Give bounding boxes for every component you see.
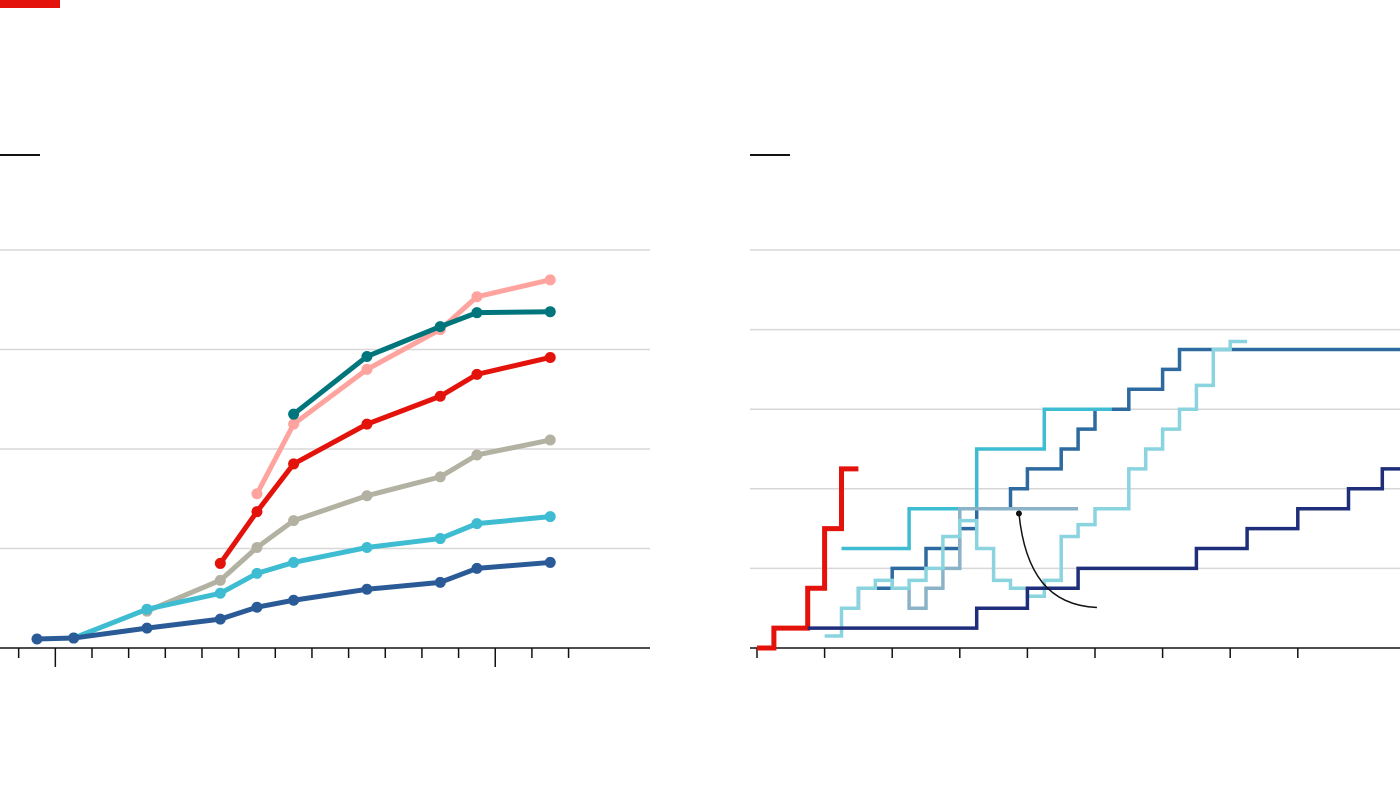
series-line xyxy=(34,559,553,642)
panel-title-rule xyxy=(0,154,40,156)
series-line xyxy=(144,437,553,614)
series-line xyxy=(254,277,553,497)
data-point xyxy=(288,408,300,420)
data-point xyxy=(214,587,226,599)
data-point xyxy=(288,458,300,470)
series-group xyxy=(31,556,556,645)
data-point xyxy=(471,518,483,530)
series-step-line xyxy=(841,347,1400,610)
series-line xyxy=(291,309,553,417)
data-point xyxy=(544,306,556,318)
data-point xyxy=(471,562,483,574)
annotation-leader-line xyxy=(1018,513,1097,609)
data-point xyxy=(251,567,263,579)
data-point xyxy=(471,307,483,319)
data-point xyxy=(434,390,446,402)
series-line xyxy=(71,514,553,641)
data-point xyxy=(361,490,373,502)
data-point xyxy=(361,583,373,595)
series-group xyxy=(288,306,556,420)
data-point xyxy=(251,542,263,554)
data-point xyxy=(434,576,446,588)
data-point xyxy=(544,351,556,363)
data-point xyxy=(251,601,263,613)
data-point xyxy=(288,515,300,527)
series-line xyxy=(217,354,553,566)
data-point xyxy=(544,511,556,523)
data-point xyxy=(471,368,483,380)
data-point xyxy=(471,291,483,303)
data-point xyxy=(68,632,80,644)
annotation-marker xyxy=(1015,510,1022,517)
data-point xyxy=(544,274,556,286)
data-point xyxy=(361,363,373,375)
data-point xyxy=(361,542,373,554)
data-point xyxy=(434,533,446,545)
series-step-line xyxy=(892,506,1079,610)
data-point xyxy=(214,557,226,569)
series-group xyxy=(214,351,556,569)
data-point xyxy=(141,622,153,634)
data-point xyxy=(544,434,556,446)
series-step-line xyxy=(757,466,859,651)
data-point xyxy=(251,488,263,500)
series-group xyxy=(141,434,556,617)
panel-title-rule xyxy=(750,154,790,156)
data-point xyxy=(361,418,373,430)
brand-bar xyxy=(0,0,60,8)
step-chart xyxy=(750,249,1400,658)
data-point xyxy=(544,556,556,568)
data-point xyxy=(214,613,226,625)
data-point xyxy=(288,418,300,430)
series-group xyxy=(251,274,556,500)
data-point xyxy=(31,633,43,645)
data-point xyxy=(471,449,483,461)
data-point xyxy=(141,603,153,615)
series-group xyxy=(68,511,556,644)
chart-panel-left xyxy=(0,0,680,800)
data-point xyxy=(288,556,300,568)
data-point xyxy=(288,594,300,606)
data-point xyxy=(251,506,263,518)
series-step-line xyxy=(807,467,1400,630)
data-point xyxy=(434,471,446,483)
data-point xyxy=(361,350,373,362)
data-point xyxy=(434,321,446,333)
line-chart xyxy=(0,249,650,667)
chart-panel-right xyxy=(740,0,1400,800)
data-point xyxy=(214,574,226,586)
